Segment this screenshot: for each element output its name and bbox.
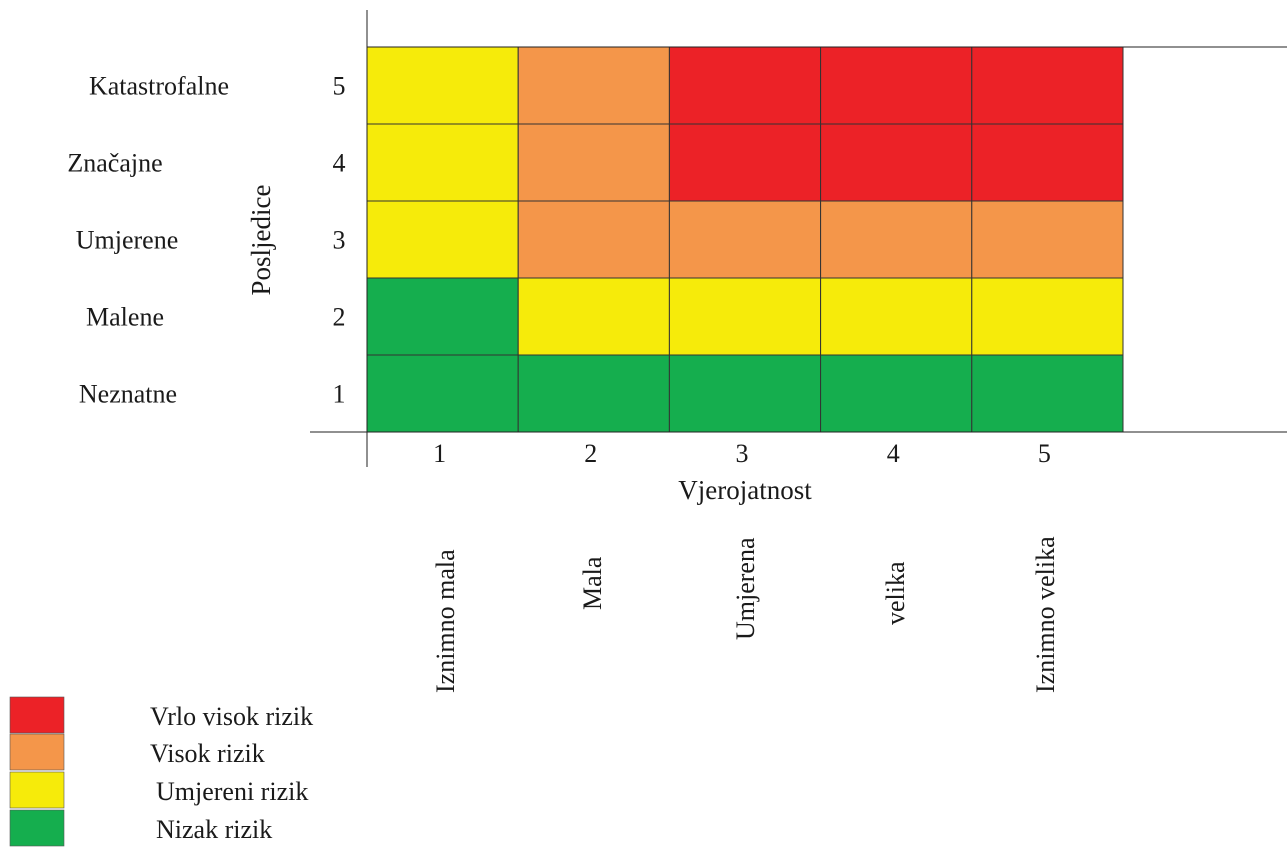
legend-label-visok: Visok rizik: [150, 739, 265, 768]
risk-cell-p2-c2: [517, 277, 670, 356]
risk-cell-p1-c2: [366, 277, 519, 356]
y-axis-title: Posljedice: [246, 184, 276, 295]
y-tick-label: 2: [333, 303, 346, 332]
y-tick-label: 3: [333, 226, 346, 255]
risk-cell-p1-c5: [366, 46, 519, 125]
risk-cell-p2-c4: [517, 123, 670, 202]
legend: Vrlo visok rizik Visok rizik Umjereni rizi…: [9, 696, 313, 847]
y-tick-label: 1: [333, 380, 346, 409]
x-description-label: velika: [881, 561, 910, 625]
risk-cell-p2-c1: [517, 354, 670, 433]
y-description-label: Umjerene: [76, 226, 179, 255]
legend-label-umjereni: Umjereni rizik: [156, 777, 308, 806]
legend-swatch-visok: [9, 733, 65, 771]
legend-label-nizak: Nizak rizik: [156, 815, 272, 844]
x-description-label: Iznimno mala: [431, 549, 460, 693]
risk-cell-p5-c4: [971, 123, 1124, 202]
risk-cell-p5-c5: [971, 46, 1124, 125]
risk-cell-p1-c4: [366, 123, 519, 202]
legend-label-vrlo-visok: Vrlo visok rizik: [150, 702, 313, 731]
risk-cell-p5-c1: [971, 354, 1124, 433]
risk-cell-p3-c5: [668, 46, 822, 125]
risk-cell-p5-c2: [971, 277, 1124, 356]
risk-cell-p3-c3: [668, 200, 822, 279]
x-tick-label: 3: [736, 439, 749, 468]
x-tick-label: 1: [433, 439, 446, 468]
x-tick-label: 5: [1038, 439, 1051, 468]
x-description-label: Mala: [578, 556, 607, 610]
risk-cell-p4-c2: [820, 277, 973, 356]
risk-cell-p3-c2: [668, 277, 822, 356]
axes: [310, 10, 1287, 467]
y-tick-label: 5: [333, 72, 346, 101]
x-tick-label: 2: [584, 439, 597, 468]
x-tick-label: 4: [887, 439, 900, 468]
heatmap-cells: [366, 46, 1124, 433]
legend-swatch-vrlo-visok: [9, 696, 65, 734]
y-tick-label: 4: [333, 149, 346, 178]
y-description-label: Neznatne: [79, 380, 177, 409]
x-description-label: Umjerena: [731, 537, 760, 640]
y-description-label: Malene: [86, 303, 164, 332]
risk-cell-p2-c5: [517, 46, 670, 125]
y-description-label: Katastrofalne: [89, 72, 229, 101]
risk-cell-p2-c3: [517, 200, 670, 279]
risk-cell-p1-c3: [366, 200, 519, 279]
x-description-label: Iznimno velika: [1031, 536, 1060, 693]
legend-swatch-nizak: [9, 809, 65, 847]
risk-cell-p1-c1: [366, 354, 519, 433]
x-axis-title: Vjerojatnost: [678, 475, 812, 505]
risk-cell-p5-c3: [971, 200, 1124, 279]
risk-cell-p4-c4: [820, 123, 973, 202]
risk-cell-p4-c3: [820, 200, 973, 279]
risk-cell-p4-c1: [820, 354, 973, 433]
axis-labels: 1 2 3 4 5 Neznatne Malene Umjerene Značajne Katas…: [67, 72, 1060, 694]
y-description-label: Značajne: [67, 149, 162, 178]
risk-cell-p3-c1: [668, 354, 822, 433]
legend-swatch-umjereni: [9, 771, 65, 809]
risk-cell-p4-c5: [820, 46, 973, 125]
risk-cell-p3-c4: [668, 123, 822, 202]
